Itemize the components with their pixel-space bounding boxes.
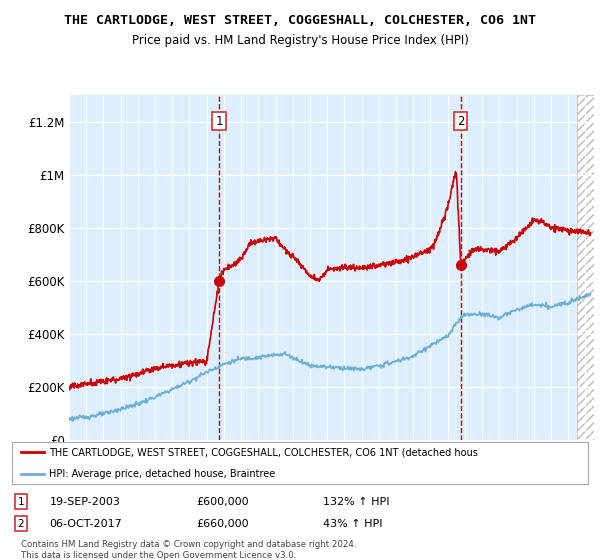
Text: 1: 1 [17, 497, 24, 507]
Text: Contains HM Land Registry data © Crown copyright and database right 2024.
This d: Contains HM Land Registry data © Crown c… [20, 540, 356, 560]
Text: 06-OCT-2017: 06-OCT-2017 [49, 519, 122, 529]
Bar [577, 95, 595, 440]
Text: THE CARTLODGE, WEST STREET, COGGESHALL, COLCHESTER, CO6 1NT: THE CARTLODGE, WEST STREET, COGGESHALL, … [64, 14, 536, 27]
Text: £600,000: £600,000 [196, 497, 249, 507]
Text: 132% ↑ HPI: 132% ↑ HPI [323, 497, 389, 507]
Text: 43% ↑ HPI: 43% ↑ HPI [323, 519, 383, 529]
Text: HPI: Average price, detached house, Braintree: HPI: Average price, detached house, Brai… [49, 469, 275, 479]
Text: 1: 1 [215, 115, 223, 128]
Text: £660,000: £660,000 [196, 519, 249, 529]
Text: Price paid vs. HM Land Registry's House Price Index (HPI): Price paid vs. HM Land Registry's House … [131, 34, 469, 46]
Text: THE CARTLODGE, WEST STREET, COGGESHALL, COLCHESTER, CO6 1NT (detached hous: THE CARTLODGE, WEST STREET, COGGESHALL, … [49, 447, 478, 457]
Text: 2: 2 [17, 519, 24, 529]
Text: 2: 2 [457, 115, 464, 128]
Text: 19-SEP-2003: 19-SEP-2003 [49, 497, 121, 507]
